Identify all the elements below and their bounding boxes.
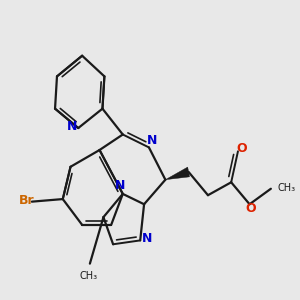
- Text: N: N: [147, 134, 157, 147]
- Text: N: N: [115, 179, 125, 192]
- Text: Br: Br: [19, 194, 34, 207]
- Text: CH₃: CH₃: [80, 271, 98, 281]
- Text: O: O: [236, 142, 247, 155]
- Text: CH₃: CH₃: [277, 183, 296, 193]
- Text: O: O: [246, 202, 256, 215]
- Text: N: N: [67, 120, 77, 133]
- Polygon shape: [165, 167, 190, 180]
- Text: N: N: [141, 232, 152, 245]
